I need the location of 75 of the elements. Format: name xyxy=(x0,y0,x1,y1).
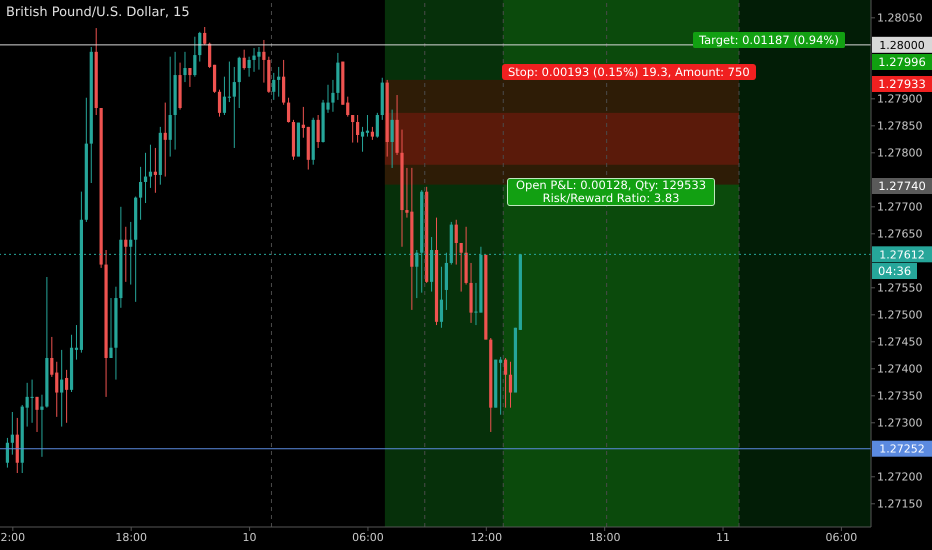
x-tick-label: 2:00 xyxy=(0,530,26,544)
y-tick-label: 1.27300 xyxy=(877,416,922,430)
candlestick xyxy=(326,84,330,114)
candlestick xyxy=(277,66,280,98)
candlestick xyxy=(272,72,276,100)
candlestick xyxy=(356,114,360,144)
y-tick-label: 1.27150 xyxy=(877,498,922,511)
y-tick-label: 1.28050 xyxy=(877,12,922,25)
x-tick-label: 10 xyxy=(242,530,257,544)
candlestick xyxy=(222,76,226,116)
candlestick xyxy=(376,112,379,138)
candlestick xyxy=(247,56,251,78)
candlestick xyxy=(124,226,128,282)
candlestick xyxy=(198,31,202,62)
ref-line-label: 1.27252 xyxy=(879,442,925,456)
candlestick xyxy=(148,144,152,188)
candlestick xyxy=(504,357,508,408)
candlestick xyxy=(109,298,113,358)
text: 1.27996 xyxy=(872,54,932,70)
x-tick-label: 12:00 xyxy=(470,530,502,544)
candlestick xyxy=(65,369,68,424)
candlestick xyxy=(252,48,256,72)
text: 1.27933 xyxy=(872,76,932,92)
candlestick xyxy=(242,49,246,70)
y-tick-label: 1.27350 xyxy=(877,390,922,403)
annotation: Target: 0.01187 (0.94%) xyxy=(693,32,845,48)
candlestick xyxy=(390,109,394,168)
ref-line-label: 1.28000 xyxy=(879,38,925,52)
y-tick-label: 1.27650 xyxy=(877,228,922,241)
candlestick xyxy=(188,68,192,88)
candlestick xyxy=(508,361,512,408)
candlestick xyxy=(144,152,148,204)
y-tick-label: 1.27900 xyxy=(877,92,922,106)
candlestick xyxy=(10,411,14,456)
candlestick xyxy=(74,324,78,360)
candlestick xyxy=(164,102,167,178)
annotation: Stop: 0.00193 (0.15%) 19.3, Amount: 750 xyxy=(502,64,756,80)
x-tick-label: 06:00 xyxy=(826,530,858,544)
candlestick xyxy=(286,97,290,124)
text: 04:36 xyxy=(872,263,918,279)
y-tick-label: 1.27700 xyxy=(877,200,922,214)
y-tick-label: 1.27800 xyxy=(877,146,922,160)
y-tick-label: 1.27850 xyxy=(877,120,922,133)
candlestick xyxy=(440,266,444,328)
y-tick-label: 1.27550 xyxy=(877,282,922,295)
y-tick-label: 1.27400 xyxy=(877,362,922,376)
candlestick xyxy=(460,242,463,292)
candlestick xyxy=(262,39,266,84)
y-tick-label: 1.27500 xyxy=(877,308,922,322)
x-tick-label: 06:00 xyxy=(352,530,384,544)
candlestick xyxy=(232,66,236,148)
candlestick xyxy=(203,26,206,46)
candlestick xyxy=(454,219,458,266)
candlestick xyxy=(60,349,64,428)
y-tick-label: 1.27450 xyxy=(877,336,922,349)
candlestick xyxy=(35,396,39,432)
candlestick xyxy=(351,114,354,144)
y-tick-label: 1.27200 xyxy=(877,470,922,484)
candlestick xyxy=(366,114,370,138)
candlestick xyxy=(40,394,44,458)
candlestick xyxy=(138,166,142,220)
candlestick xyxy=(316,114,320,148)
chart-title: British Pound/U.S. Dollar, 15 xyxy=(6,5,190,20)
x-tick-label: 18:00 xyxy=(588,530,621,544)
x-tick-label: 18:00 xyxy=(115,530,148,544)
ref-line-label: 1.27612 xyxy=(879,248,925,262)
x-tick-label: 11 xyxy=(716,530,730,544)
candlestick xyxy=(208,42,212,69)
candlestick xyxy=(331,79,335,112)
text: 1.27740 xyxy=(872,178,932,194)
candlestick xyxy=(183,51,187,83)
candlestick xyxy=(154,147,157,194)
annotation: Open P&L: 0.00128, Qty: 129533 Risk/Reward Ratio: 3.83 xyxy=(507,178,716,206)
candlestick xyxy=(193,36,196,78)
candlestick xyxy=(218,89,222,118)
